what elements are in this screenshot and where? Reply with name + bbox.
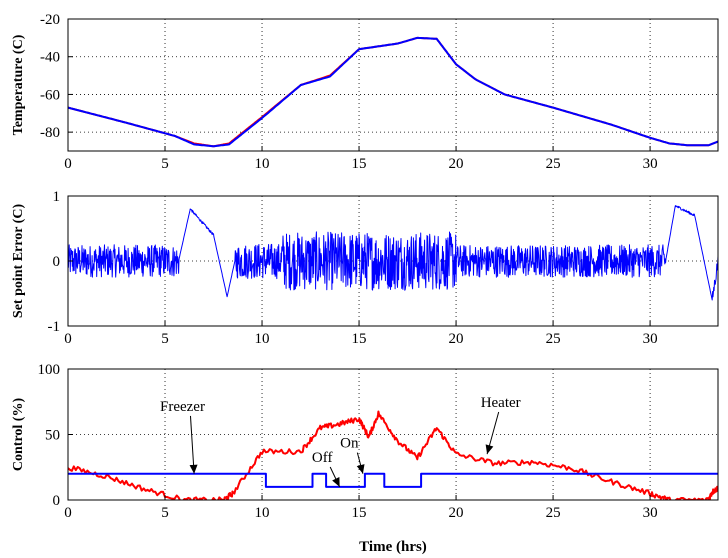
arrow-head [485, 444, 494, 455]
y-tick-label: 100 [38, 362, 61, 378]
annotation-arrow [189, 415, 195, 474]
y-tick-label: 1 [53, 189, 61, 205]
annotation-text: On [340, 436, 359, 452]
annotation-text: Heater [481, 395, 521, 411]
annotation: Off [312, 450, 341, 488]
series-line [68, 472, 718, 488]
arrow-head [332, 477, 340, 487]
annotation: On [340, 436, 365, 474]
y-tick-label: -80 [40, 125, 60, 141]
y-axis-label: Set point Error (C) [11, 204, 26, 319]
y-tick-label: 0 [53, 254, 61, 270]
y-tick-label: 50 [45, 428, 60, 444]
panel-3: 0 5 10 15 20 25 30 0 50 100 Control (%) Time (hrs) F… [11, 362, 719, 555]
x-tick-label: 5 [161, 331, 169, 347]
annotation: Heater [481, 395, 521, 455]
x-axis-label: Time (hrs) [359, 539, 427, 555]
x-tick-label: 15 [352, 505, 367, 521]
x-tick-label: 10 [255, 331, 270, 347]
arrow-head [356, 464, 365, 474]
y-axis-label: Control (%) [11, 398, 26, 472]
x-tick-label: 20 [449, 156, 464, 172]
x-tick-label: 0 [64, 331, 72, 347]
y-tick-label: 0 [53, 493, 61, 509]
x-tick-label: 15 [352, 331, 367, 347]
x-tick-label: 30 [643, 156, 658, 172]
x-tick-label: 30 [643, 505, 658, 521]
y-tick-label: -40 [40, 50, 60, 66]
plot-frame [67, 18, 719, 152]
y-tick-label: -20 [40, 12, 60, 28]
series-line [68, 36, 718, 148]
panel-1: 0 5 10 15 20 25 30 -80 -60 -40 -20 Temperature (C) [11, 12, 719, 172]
x-tick-label: 25 [546, 156, 561, 172]
annotation-text: Off [312, 450, 333, 466]
arrow-head [189, 464, 198, 474]
annotation-text: Freezer [160, 399, 205, 415]
y-tick-label: -1 [48, 319, 61, 335]
y-tick-label: -60 [40, 87, 60, 103]
x-tick-label: 0 [64, 156, 72, 172]
x-tick-label: 15 [352, 156, 367, 172]
x-tick-label: 5 [161, 505, 169, 521]
x-tick-label: 0 [64, 505, 72, 521]
x-tick-label: 5 [161, 156, 169, 172]
series-line [68, 36, 718, 148]
x-tick-label: 10 [255, 505, 270, 521]
series-group [68, 410, 718, 500]
x-tick-label: 10 [255, 156, 270, 172]
x-tick-label: 25 [546, 331, 561, 347]
series-group [68, 205, 718, 301]
series-line [68, 205, 718, 301]
x-tick-label: 25 [546, 505, 561, 521]
y-axis-label: Temperature (C) [11, 34, 26, 135]
x-tick-label: 20 [449, 505, 464, 521]
x-tick-label: 30 [643, 331, 658, 347]
series-group [68, 36, 718, 148]
series-line [68, 410, 718, 500]
annotation: Freezer [160, 399, 205, 474]
x-tick-label: 20 [449, 331, 464, 347]
